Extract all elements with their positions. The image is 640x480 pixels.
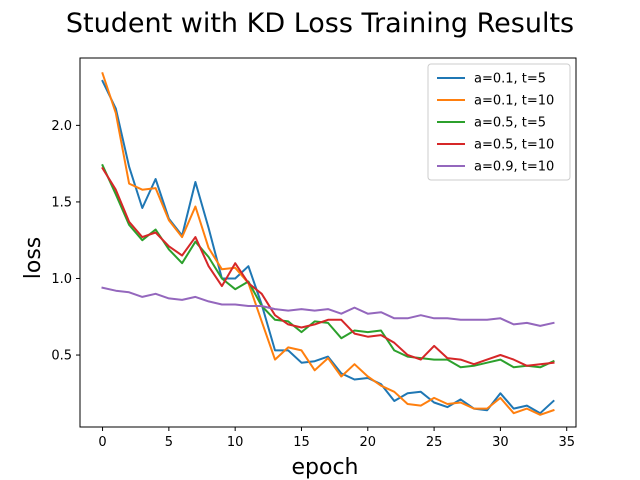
- series-line-2: [101, 72, 555, 416]
- y-tick-label: 1.0: [51, 272, 72, 287]
- legend-label-3: a=0.5, t=5: [474, 116, 546, 131]
- axes-frame: [79, 57, 577, 428]
- x-tick-label: 5: [165, 435, 173, 450]
- legend-label-4: a=0.5, t=10: [474, 138, 554, 153]
- x-tick-label: 15: [293, 435, 310, 450]
- x-axis-title: epoch: [292, 455, 359, 480]
- x-tick-label: 25: [426, 435, 443, 450]
- y-tick-label: 0.5: [51, 349, 72, 364]
- legend-label-1: a=0.1, t=5: [474, 72, 546, 87]
- x-tick-label: 30: [492, 435, 509, 450]
- x-tick-label: 35: [558, 435, 575, 450]
- y-axis-title: loss: [21, 237, 46, 280]
- x-tick-label: 20: [360, 435, 377, 450]
- x-tick-label: 10: [227, 435, 244, 450]
- chart-title: Student with KD Loss Training Results: [66, 8, 574, 39]
- series-line-3: [101, 163, 555, 369]
- legend-label-5: a=0.9, t=10: [474, 160, 554, 175]
- series-line-4: [101, 166, 555, 367]
- x-tick-label: 0: [98, 435, 106, 450]
- y-tick-label: 2.0: [51, 119, 72, 134]
- series-line-5: [101, 286, 555, 327]
- legend-box: [427, 63, 571, 181]
- legend: a=0.1, t=5 a=0.1, t=10 a=0.5, t=5 a=0.5, t=…: [427, 63, 571, 181]
- axes: 0 5 10 15 20 25 30 35 0.5 1.0 1.5 2.0: [51, 57, 577, 450]
- legend-label-2: a=0.1, t=10: [474, 94, 554, 109]
- y-tick-label: 1.5: [51, 195, 72, 210]
- plot-area: [101, 72, 555, 416]
